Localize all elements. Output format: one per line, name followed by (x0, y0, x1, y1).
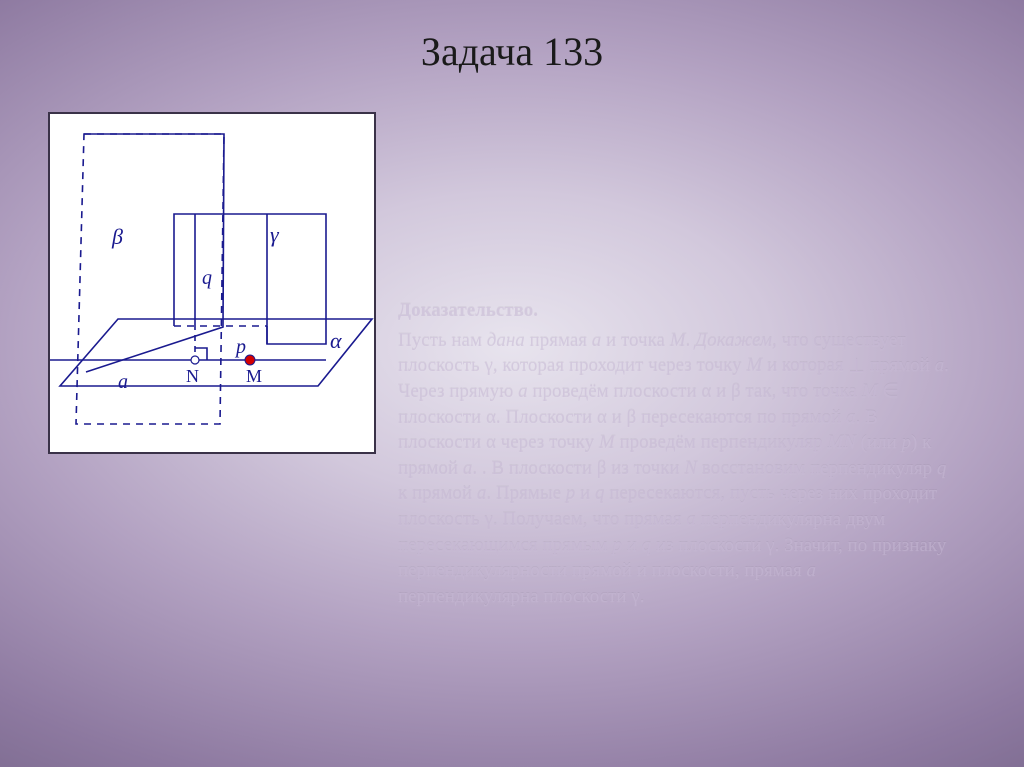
label-a: a (118, 371, 128, 393)
geometry-figure: β γ α q p a N M (48, 112, 376, 454)
slide: Задача 133 (0, 0, 1024, 767)
label-beta: β (111, 224, 123, 249)
gamma-plane-visible (174, 214, 326, 344)
label-gamma: γ (270, 222, 280, 247)
diagram-svg: β γ α q p a N M (50, 114, 374, 452)
beta-plane-upper (84, 134, 224, 372)
page-title: Задача 133 (0, 28, 1024, 75)
point-m (245, 355, 255, 365)
label-alpha: α (330, 328, 342, 353)
proof-body: Пусть нам дана прямая a и точка M. Докаж… (398, 330, 949, 607)
proof-heading: Доказательство. (398, 298, 956, 324)
label-q: q (202, 267, 212, 289)
point-n (191, 356, 199, 364)
label-n: N (186, 366, 199, 386)
label-p: p (234, 336, 246, 358)
proof-text: Доказательство. Пусть нам дана прямая a … (398, 298, 956, 610)
label-m: M (246, 366, 262, 386)
diagram-labels: β γ α q p a N M (111, 222, 342, 393)
